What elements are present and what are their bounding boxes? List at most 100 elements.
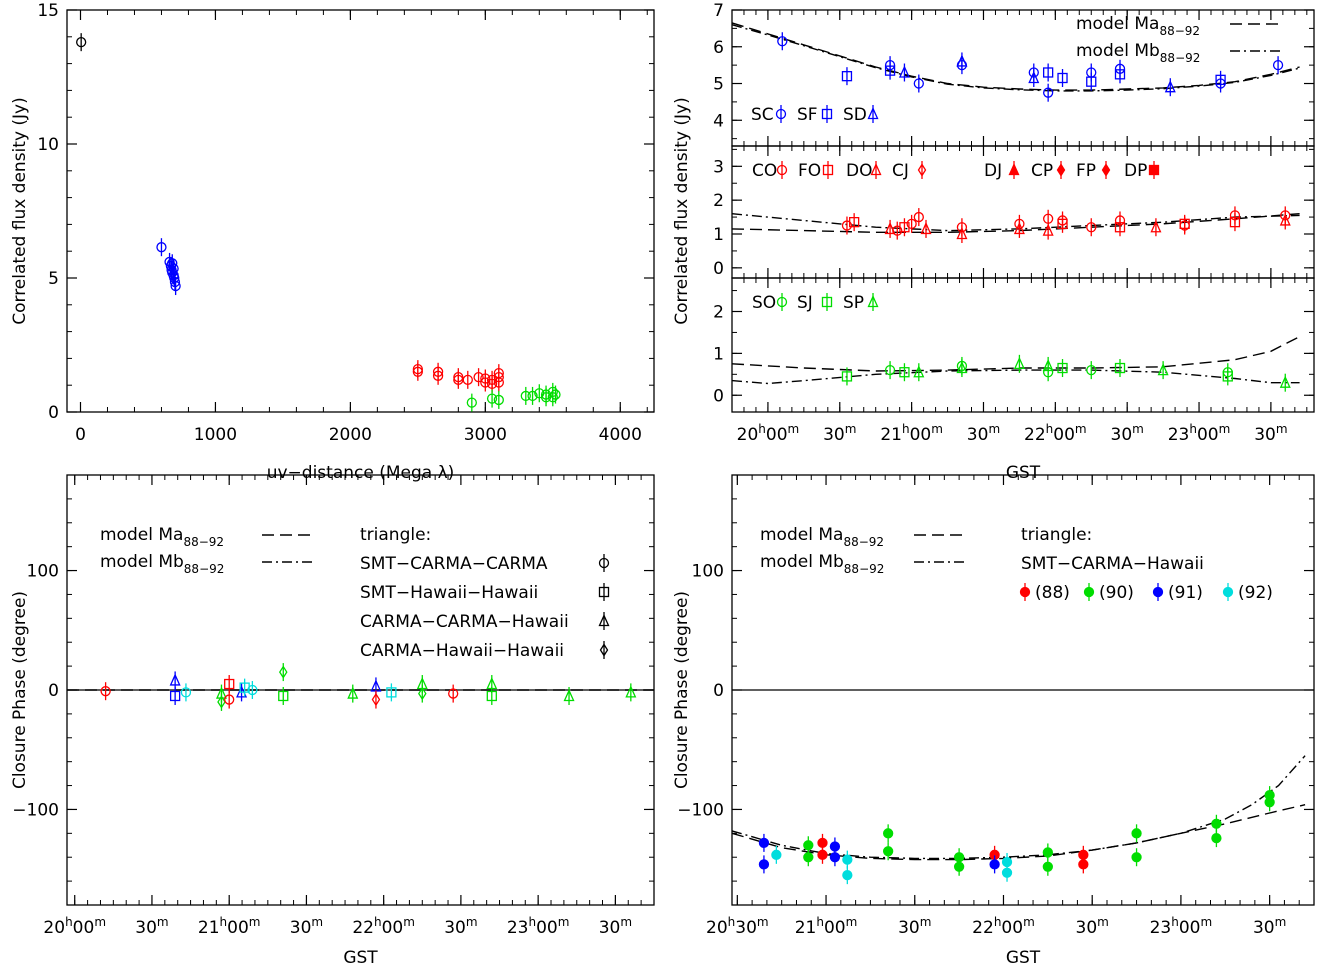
station-label: SP xyxy=(843,293,864,313)
x-tick-label: 30m xyxy=(1111,422,1144,445)
x-axis-label: GST xyxy=(1006,948,1041,968)
chart-flux-green: 0 1 2 20h00m 30m 21h00m 30m 22h00m 30m 23h00m 30m S… xyxy=(713,277,1315,483)
y-tick-label: 1 xyxy=(713,344,724,364)
station-label: SJ xyxy=(797,293,813,313)
station-label: CJ xyxy=(892,161,909,181)
y-axis-label: Closure Phase (degree) xyxy=(672,591,692,789)
station-label: CP xyxy=(1031,161,1053,181)
x-tick-label: 1000 xyxy=(194,425,237,445)
year-legend-label: (88) xyxy=(1035,583,1070,603)
x-tick-label: 21h00m xyxy=(795,915,858,938)
y-tick-label: 15 xyxy=(37,1,59,21)
x-axis-label: uv−distance (Mega λ) xyxy=(267,463,455,483)
legend-model-label: model Mb88−92 xyxy=(760,552,884,576)
station-label: SO xyxy=(752,293,776,313)
plot-frame xyxy=(731,277,1315,413)
legend-triangle-label: SMT−CARMA−Hawaii xyxy=(1021,554,1204,574)
y-axis-label: Correlated flux density (Jy) xyxy=(10,97,30,325)
y-tick-label: 7 xyxy=(713,1,724,21)
x-tick-label: 20h00m xyxy=(43,915,106,938)
legend-title: triangle: xyxy=(360,525,431,545)
station-label: SD xyxy=(843,105,867,125)
y-tick-label: 0 xyxy=(713,259,724,279)
x-tick-label: 21h00m xyxy=(880,422,943,445)
legend-model-label: model Ma88−92 xyxy=(1076,14,1200,38)
x-tick-label: 23h00m xyxy=(1150,915,1213,938)
x-tick-label: 30m xyxy=(967,422,1000,445)
legend-triangle-label: CARMA−Hawaii−Hawaii xyxy=(360,641,564,661)
plot-frame xyxy=(731,9,1315,147)
station-label: SC xyxy=(751,105,774,125)
model-ma-curve xyxy=(731,804,1306,861)
y-tick-label: 5 xyxy=(48,269,59,289)
x-tick-label: 22h00m xyxy=(352,915,415,938)
chart-flux-red: 0 1 2 3 CO FO DO CJ DJ CP FP DP Correlated flux dens… xyxy=(672,97,1315,325)
station-label: FO xyxy=(798,161,821,181)
y-tick-label: −100 xyxy=(677,800,724,820)
x-tick-label: 0 xyxy=(75,425,86,445)
x-tick-label: 30m xyxy=(1254,422,1287,445)
model-mb-curve xyxy=(731,369,1300,385)
y-tick-label: 100 xyxy=(692,562,724,582)
x-tick-label: 23h00m xyxy=(1168,422,1231,445)
legend-model-label: model Ma88−92 xyxy=(100,525,224,549)
model-ma-curve xyxy=(731,213,1300,233)
y-tick-label: 0 xyxy=(713,681,724,701)
x-tick-label: 22h00m xyxy=(972,915,1035,938)
x-tick-label: 4000 xyxy=(599,425,642,445)
x-axis-label: GST xyxy=(1006,463,1041,483)
x-tick-label: 30m xyxy=(1253,915,1286,938)
legend-triangle-label: SMT−CARMA−CARMA xyxy=(360,554,548,574)
model-mb-curve xyxy=(731,755,1306,860)
y-tick-label: 1 xyxy=(713,225,724,245)
y-tick-label: −100 xyxy=(12,800,59,820)
station-label: FP xyxy=(1076,161,1096,181)
station-label: CO xyxy=(752,161,777,181)
model-mb-curve xyxy=(731,24,1300,92)
x-tick-label: 30m xyxy=(135,915,168,938)
station-label: DJ xyxy=(984,161,1002,181)
y-tick-label: 0 xyxy=(48,681,59,701)
chart-closure-phase-smt-carma-hawaii: −100 0 100 20h30m 21h00m 30m 22h00m 30m 23h00m 30… xyxy=(672,474,1315,968)
y-tick-label: 5 xyxy=(713,75,724,95)
x-tick-label: 21h00m xyxy=(198,915,261,938)
y-tick-label: 6 xyxy=(713,38,724,58)
year-legend-label: (91) xyxy=(1168,583,1203,603)
model-ma-curve xyxy=(731,22,1300,91)
legend-model-label: model Mb88−92 xyxy=(1076,41,1200,65)
chart-closure-phase-triangles: −100 0 100 20h00m 30m 21h00m 30m 22h00m 30m 23h00… xyxy=(10,474,655,968)
x-tick-label: 30m xyxy=(599,915,632,938)
x-tick-label: 30m xyxy=(898,915,931,938)
x-tick-label: 30m xyxy=(290,915,323,938)
y-tick-label: 4 xyxy=(713,111,724,131)
x-tick-label: 20h00m xyxy=(737,422,800,445)
x-tick-label: 20h30m xyxy=(706,915,769,938)
year-legend-label: (92) xyxy=(1238,583,1273,603)
y-tick-label: 10 xyxy=(37,135,59,155)
year-legend-label: (90) xyxy=(1099,583,1134,603)
y-tick-label: 100 xyxy=(27,562,59,582)
legend-model-label: model Mb88−92 xyxy=(100,552,224,576)
legend-triangle-label: SMT−Hawaii−Hawaii xyxy=(360,583,538,603)
plot-frame xyxy=(66,9,655,413)
x-tick-label: 3000 xyxy=(464,425,507,445)
legend-triangle-label: CARMA−CARMA−Hawaii xyxy=(360,612,569,632)
y-tick-label: 3 xyxy=(713,157,724,177)
x-tick-label: 2000 xyxy=(329,425,372,445)
y-tick-label: 0 xyxy=(48,403,59,423)
x-tick-label: 30m xyxy=(823,422,856,445)
y-axis-label: Closure Phase (degree) xyxy=(10,591,30,789)
y-axis-label: Correlated flux density (Jy) xyxy=(672,97,692,325)
model-ma-curve xyxy=(731,335,1300,372)
x-tick-label: 30m xyxy=(1076,915,1109,938)
legend-title: triangle: xyxy=(1021,525,1092,545)
y-tick-label: 0 xyxy=(713,386,724,406)
y-tick-label: 2 xyxy=(713,303,724,323)
station-label: SF xyxy=(797,105,818,125)
x-tick-label: 23h00m xyxy=(507,915,570,938)
x-tick-label: 30m xyxy=(444,915,477,938)
chart-flux-blue: 4 5 6 7 SC SF SD model Ma88−92 model Mb88−92 xyxy=(713,1,1315,147)
station-label: DO xyxy=(846,161,872,181)
y-tick-label: 2 xyxy=(713,191,724,211)
